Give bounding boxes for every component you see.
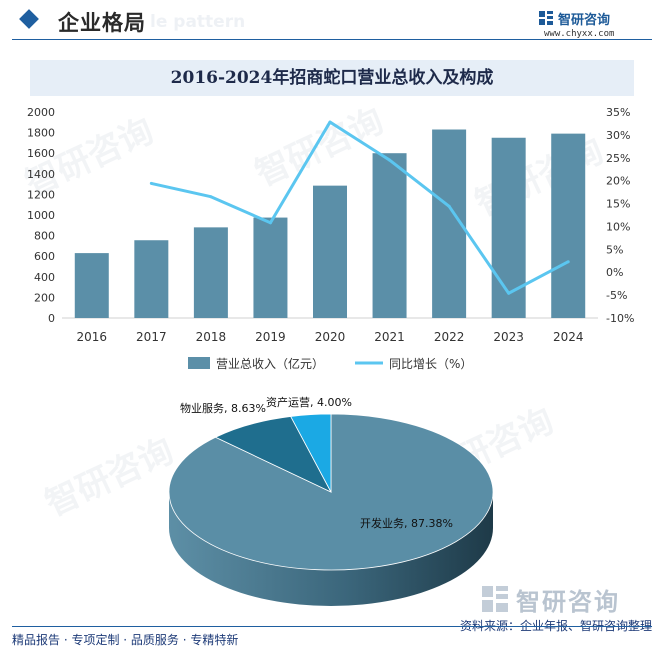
brand-name: 智研咨询 [558, 13, 611, 28]
pie-side-wall [169, 492, 493, 606]
growth-point [209, 195, 213, 199]
legend-bar-label: 营业总收入（亿元） [216, 356, 324, 371]
growth-point [149, 181, 153, 185]
y-right-tick-label: 5% [606, 243, 623, 256]
revenue-bar [134, 240, 169, 318]
y-left-tick-label: 1800 [27, 127, 55, 140]
footer-divider [12, 626, 652, 627]
brand-watermark-icon [482, 586, 508, 612]
x-tick-label: 2023 [493, 330, 524, 344]
growth-point [447, 204, 451, 208]
legend-bar-swatch [188, 357, 210, 369]
footer-tagline: 精品报告 · 专项定制 · 品质服务 · 专精特新 [12, 633, 239, 647]
revenue-bar [193, 227, 228, 318]
section-title: 企业格局 [58, 11, 146, 35]
x-tick-label: 2016 [77, 330, 108, 344]
y-right-tick-label: -10% [606, 312, 634, 325]
brand-logo: 智研咨询 www.chyxx.com [524, 8, 644, 42]
revenue-bar [74, 253, 109, 318]
y-left-tick-label: 800 [34, 230, 55, 243]
growth-line [151, 120, 569, 295]
y-right-tick-label: 10% [606, 220, 630, 233]
revenue-bar [313, 185, 347, 318]
legend-line-label: 同比增长（%） [389, 357, 472, 371]
growth-point [507, 291, 511, 295]
section-header: le pattern 企业格局 智研咨询 www.chyxx.com [0, 0, 662, 44]
header-divider [12, 39, 652, 40]
y-left-tick-label: 1200 [27, 188, 55, 201]
x-tick-label: 2017 [136, 330, 167, 344]
y-right-tick-label: 35% [606, 106, 630, 119]
x-tick-label: 2020 [315, 330, 346, 344]
y-left-tick-label: 1400 [27, 168, 55, 181]
y-right-tick-label: -5% [606, 289, 627, 302]
y-left-tick-label: 600 [34, 250, 55, 263]
x-tick-label: 2024 [553, 330, 584, 344]
pie-label-development: 开发业务, 87.38% [360, 516, 453, 530]
y-left-tick-label: 0 [48, 312, 55, 325]
x-tick-label: 2018 [196, 330, 227, 344]
growth-point [566, 260, 570, 264]
x-tick-label: 2019 [255, 330, 286, 344]
growth-point [388, 158, 392, 162]
brand-icon [539, 11, 553, 25]
chart-title: 2016-2024年招商蛇口营业总收入及构成 [170, 68, 494, 88]
pie-label-property: 物业服务, 8.63% [180, 401, 266, 415]
pie-slice-3 [290, 413, 332, 493]
revenue-bar [372, 153, 407, 318]
growth-point [328, 120, 332, 124]
pie-label-asset: 资产运营, 4.00% [266, 395, 352, 409]
y-left-tick-label: 2000 [27, 106, 55, 119]
brand-url: www.chyxx.com [544, 29, 615, 39]
revenue-combo-chart: 0 200 400 600 800 1000 1200 1400 1600 1800 2000 -10… [27, 106, 634, 371]
revenue-bar [551, 133, 586, 318]
growth-point [268, 221, 272, 225]
header-ghost-text: le pattern [150, 12, 246, 32]
x-tick-label: 2021 [374, 330, 405, 344]
y-right-tick-label: 15% [606, 198, 630, 211]
y-right-tick-label: 20% [606, 175, 630, 188]
y-left-tick-label: 1600 [27, 147, 55, 160]
y-right-tick-label: 25% [606, 152, 630, 165]
y-left-tick-label: 200 [34, 291, 55, 304]
y-right-tick-label: 0% [606, 266, 623, 279]
revenue-bar [253, 217, 288, 318]
brand-watermark-text: 智研咨询 [516, 588, 620, 616]
x-tick-label: 2022 [434, 330, 465, 344]
revenue-composition-pie: 开发业务, 87.38% 物业服务, 8.63% 资产运营, 4.00% [168, 395, 494, 606]
y-left-tick-label: 1000 [27, 209, 55, 222]
pie-slice-2 [214, 416, 332, 493]
chart-title-band: 2016-2024年招商蛇口营业总收入及构成 [30, 60, 634, 96]
y-right-tick-label: 30% [606, 129, 630, 142]
y-left-tick-label: 400 [34, 271, 55, 284]
brand-watermark: 智研咨询 [480, 582, 650, 616]
